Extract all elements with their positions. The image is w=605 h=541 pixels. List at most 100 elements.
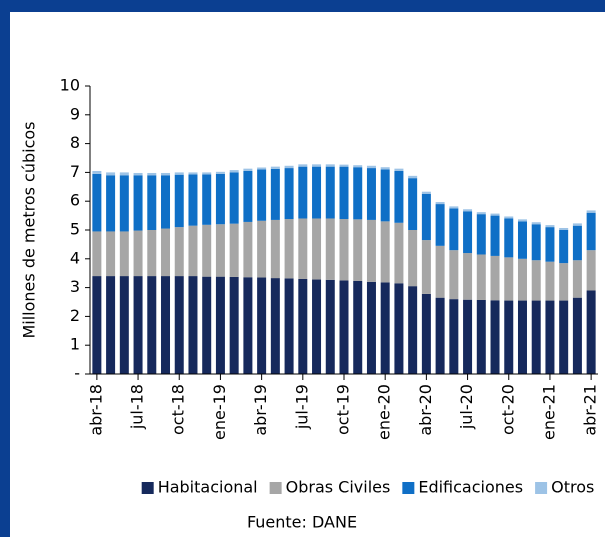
frame-left <box>0 0 10 537</box>
bar-segment <box>174 227 184 277</box>
bar-segment <box>531 260 541 301</box>
x-tick-label: abr-20 <box>416 384 435 436</box>
bar-segment <box>243 170 253 222</box>
x-tick-label: abr-21 <box>581 384 600 436</box>
bar-segment <box>215 171 225 174</box>
bar-segment <box>298 218 308 279</box>
bar-segment <box>106 231 116 277</box>
bar-segment <box>380 282 390 374</box>
bar-segment <box>353 165 363 168</box>
bar-segment <box>421 191 431 194</box>
bar-segment <box>202 276 212 374</box>
bar-segment <box>270 278 280 374</box>
bar-segment <box>257 220 267 278</box>
x-tick-label: jul-19 <box>292 384 311 430</box>
bar-segment <box>394 170 404 223</box>
bar-segment <box>147 276 157 374</box>
bar-segment <box>435 297 445 374</box>
bar-segment <box>339 280 349 374</box>
bar-segment <box>545 225 555 228</box>
bar-segment <box>257 169 267 221</box>
bar-segment <box>545 227 555 262</box>
bar-segment <box>463 253 473 300</box>
bar-segment <box>504 218 514 258</box>
bar-segment <box>572 260 582 298</box>
bar-segment <box>421 240 431 294</box>
bar-segment <box>229 170 239 173</box>
bar-segment <box>380 221 390 283</box>
bar-segment <box>366 281 376 374</box>
y-tick-label: 5 <box>70 220 80 239</box>
bar-segment <box>161 228 171 277</box>
legend-label: Otros <box>551 478 594 497</box>
bar-segment <box>366 165 376 169</box>
bar-segment <box>215 173 225 225</box>
bar-segment <box>435 202 445 205</box>
bar-segment <box>270 219 280 279</box>
bar-segment <box>325 218 335 280</box>
bar-segment <box>366 168 376 220</box>
bar-segment <box>572 225 582 261</box>
y-tick-label: 6 <box>70 191 80 210</box>
bar-segment <box>517 258 527 301</box>
x-tick-label: oct-19 <box>334 384 353 435</box>
x-tick-label: abr-19 <box>251 384 270 436</box>
bar-segment <box>284 278 294 374</box>
bar-segment <box>449 250 459 300</box>
source: Fuente: DANE <box>247 513 357 532</box>
x-tick-label: abr-18 <box>86 384 105 436</box>
bar-segment <box>270 168 280 220</box>
bar-segment <box>339 164 349 167</box>
bar-segment <box>504 257 514 301</box>
y-tick-label: 3 <box>70 277 80 296</box>
bar-segment <box>92 173 102 232</box>
bar-segment <box>202 174 212 225</box>
bar-segment <box>380 167 390 170</box>
bar-segment <box>270 166 280 169</box>
y-tick-label: - <box>74 364 80 383</box>
bar-segment <box>586 290 596 374</box>
bar-segment <box>284 219 294 279</box>
bar-segment <box>147 230 157 277</box>
bar-segment <box>517 300 527 374</box>
bar-segment <box>531 224 541 261</box>
bar-segment <box>504 216 514 219</box>
bar-segment <box>174 276 184 374</box>
bar-segment <box>353 280 363 374</box>
bar-segment <box>435 204 445 246</box>
bar-segment <box>421 194 431 241</box>
bar-segment <box>463 209 473 212</box>
bar-segment <box>284 165 294 169</box>
bar-segment <box>531 222 541 225</box>
bar-segment <box>188 276 198 374</box>
bar-segment <box>257 277 267 374</box>
bar-segment <box>545 261 555 301</box>
y-tick-label: 9 <box>70 104 80 123</box>
bar-segment <box>517 221 527 259</box>
bar-segment <box>353 167 363 220</box>
bar-segment <box>312 164 322 167</box>
bar-segment <box>229 276 239 374</box>
bar-segment <box>490 215 500 256</box>
bar-segment <box>188 225 198 277</box>
bar-segment <box>106 172 116 176</box>
bar-segment <box>408 230 418 287</box>
bar-segment <box>504 300 514 374</box>
bar-segment <box>476 214 486 255</box>
bar-segment <box>380 169 390 222</box>
bar-segment <box>394 168 404 171</box>
bar-segment <box>133 230 143 277</box>
bar-segment <box>545 300 555 374</box>
bar-segment <box>394 222 404 284</box>
x-tick-label: ene-19 <box>210 384 229 440</box>
bar-segment <box>298 278 308 374</box>
y-tick-label: 8 <box>70 133 80 152</box>
y-tick-label: 10 <box>60 76 80 95</box>
bar-segment <box>586 250 596 291</box>
bar-segment <box>449 299 459 374</box>
bar-segment <box>408 175 418 179</box>
bar-segment <box>257 167 267 170</box>
x-tick-label: oct-20 <box>498 384 517 435</box>
